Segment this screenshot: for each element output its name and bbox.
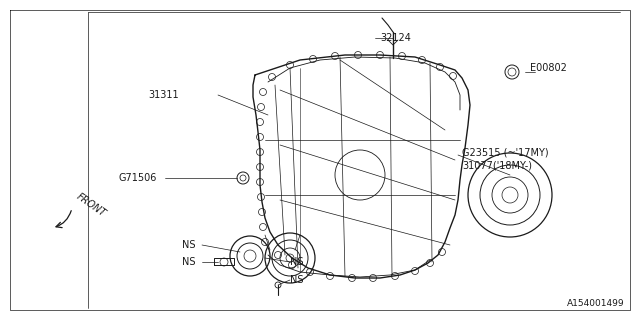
Text: NS: NS — [290, 275, 303, 285]
Text: A154001499: A154001499 — [568, 299, 625, 308]
Text: FRONT: FRONT — [75, 191, 108, 219]
Text: E00802: E00802 — [530, 63, 567, 73]
Text: 31077('18MY-): 31077('18MY-) — [462, 160, 532, 170]
Text: 32124: 32124 — [380, 33, 411, 43]
Text: NS: NS — [182, 240, 195, 250]
Text: G23515 (~'17MY): G23515 (~'17MY) — [462, 147, 548, 157]
Text: NS: NS — [290, 257, 303, 267]
Text: G71506: G71506 — [118, 173, 156, 183]
Text: NS: NS — [182, 257, 195, 267]
Text: 31311: 31311 — [148, 90, 179, 100]
